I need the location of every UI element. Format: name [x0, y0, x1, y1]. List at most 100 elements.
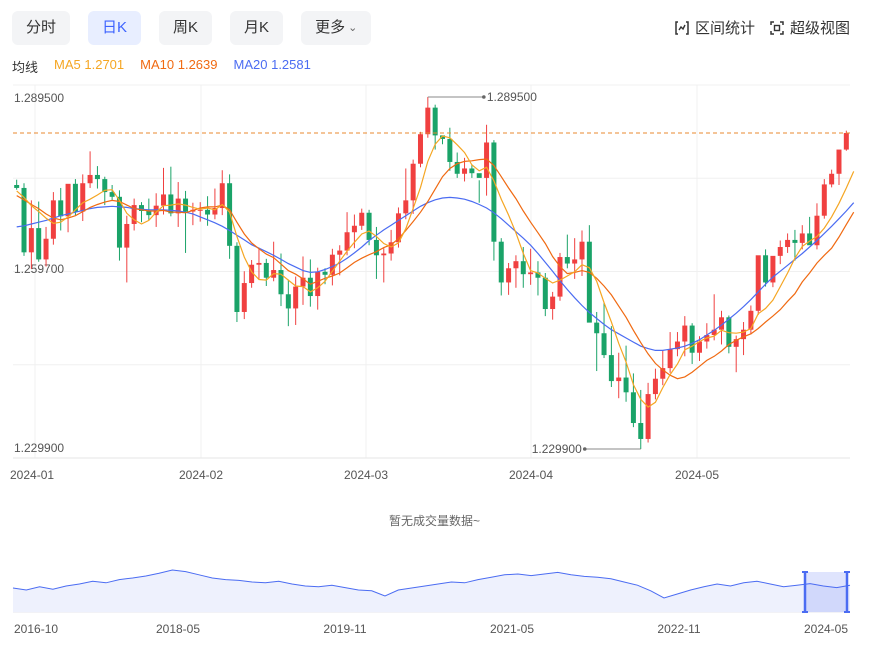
candle [138, 202, 144, 223]
candle [212, 188, 218, 220]
candle-body [491, 142, 497, 242]
legend-ma5: MA5 1.2701 [54, 57, 125, 72]
candle-body [792, 239, 798, 243]
candle [484, 124, 490, 196]
candle [542, 273, 548, 317]
candle-body [733, 339, 739, 347]
tab-daily-k[interactable]: 日K [88, 11, 142, 45]
candle [58, 187, 64, 231]
candle [829, 169, 835, 188]
candle [667, 332, 673, 373]
candle [741, 322, 747, 356]
candle-body [719, 317, 725, 330]
candle [498, 238, 504, 296]
candle [814, 203, 820, 250]
high-marker-label: 1.289500 [487, 90, 537, 104]
x-tick-label: 2024-02 [179, 468, 223, 482]
candle [234, 242, 240, 323]
candle-body [594, 322, 600, 334]
ma20-line [16, 196, 855, 351]
candle-body [417, 134, 423, 164]
candle-body [469, 168, 475, 174]
candle-body [652, 378, 658, 395]
candle-body [608, 355, 614, 382]
candle [183, 190, 189, 253]
candle-body [410, 163, 416, 201]
candle-body [131, 205, 137, 224]
candle [711, 294, 717, 341]
candle-body [557, 257, 563, 297]
tab-monthly-k[interactable]: 月K [230, 11, 284, 45]
candle [205, 196, 211, 226]
candle-body [572, 259, 578, 264]
tab-more[interactable]: 更多 ⌄ [301, 11, 372, 45]
candle [381, 248, 387, 283]
candle-body [212, 208, 218, 215]
candle-body [175, 198, 181, 214]
candle [43, 226, 49, 267]
candle-body [205, 209, 211, 215]
tab-intraday[interactable]: 分时 [12, 11, 71, 45]
candle-body [168, 194, 174, 214]
bracket-wave-icon [675, 20, 689, 35]
candle-body [777, 247, 783, 256]
chart-tools: 区间统计 超级视图 [674, 17, 850, 38]
candle-body [513, 261, 519, 269]
candle-body [829, 173, 835, 185]
candle-body [579, 241, 585, 260]
candle-body [344, 232, 350, 251]
candle-body [763, 255, 769, 283]
candle-body [454, 161, 460, 174]
candle-body [50, 200, 56, 239]
candle [821, 179, 827, 219]
candle [87, 151, 93, 188]
candle [528, 248, 534, 285]
candle [719, 310, 725, 345]
candle [616, 352, 622, 399]
candle-body [542, 277, 548, 310]
candle-body [278, 270, 284, 295]
candle-body [476, 173, 482, 178]
candle-body [630, 392, 636, 424]
candle [359, 208, 365, 230]
candle-body [601, 333, 607, 356]
candle-body [58, 200, 64, 217]
candle-body [586, 241, 592, 323]
candle [594, 311, 600, 372]
tab-weekly-k[interactable]: 周K [159, 11, 213, 45]
candle [80, 174, 86, 222]
range-stats-button[interactable]: 区间统计 [674, 17, 755, 38]
candle-body [227, 183, 233, 246]
candle-body [741, 329, 747, 340]
candle [28, 200, 34, 269]
candle [785, 233, 791, 253]
candle-body [241, 283, 247, 312]
candle-body [337, 250, 343, 255]
candle-body [263, 262, 269, 278]
candle-body [219, 183, 225, 209]
candle [425, 97, 431, 138]
candle-body [285, 294, 291, 309]
ma-legend: 均线 MA5 1.2701 MA10 1.2639 MA20 1.2581 [12, 57, 311, 76]
candle [770, 255, 776, 288]
candle [278, 253, 284, 307]
candle-body [102, 179, 108, 193]
candle [674, 332, 680, 357]
candle [219, 170, 225, 216]
candle [630, 373, 636, 428]
candle [395, 207, 401, 248]
candle-body [440, 135, 446, 139]
candle [792, 229, 798, 261]
candle-body [315, 271, 321, 297]
candle-body [498, 241, 504, 283]
candle [652, 368, 658, 400]
candle [506, 262, 512, 295]
candle-body [748, 310, 754, 330]
candle-body [65, 183, 71, 217]
candle [285, 279, 291, 327]
candle [608, 326, 614, 387]
candle-body [300, 277, 306, 287]
super-view-button[interactable]: 超级视图 [769, 17, 850, 38]
candle-body [689, 325, 695, 353]
